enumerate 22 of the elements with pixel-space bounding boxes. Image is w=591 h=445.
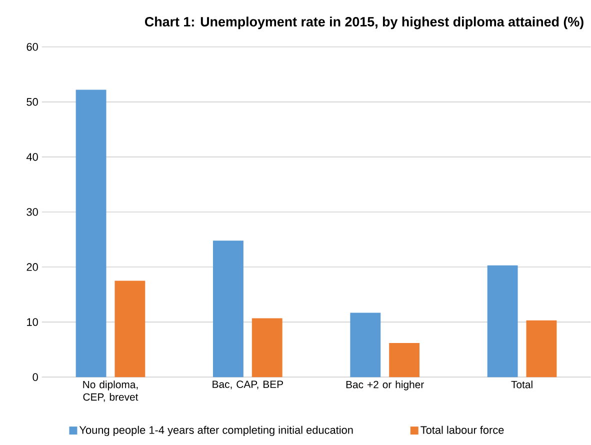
legend-label: Total labour force	[420, 426, 504, 434]
bar	[114, 280, 146, 378]
bar	[350, 312, 381, 378]
y-tick-label: 0	[32, 373, 38, 381]
bar	[252, 318, 282, 378]
bar	[487, 265, 518, 378]
bar	[76, 90, 106, 378]
chart-title: Chart 1: Unemployment rate in 2015, by highest diploma attained (%)	[145, 16, 584, 30]
x-tick-label: Bac +2 or higher	[346, 380, 424, 390]
legend-label: Young people 1-4 years after completing initial education	[79, 426, 353, 436]
y-tick-label: 30	[26, 208, 38, 216]
x-tick-label: Total	[511, 380, 532, 388]
y-tick-label: 40	[26, 153, 38, 161]
x-tick-label: Bac, CAP, BEP	[212, 380, 283, 390]
bar	[213, 240, 244, 378]
x-tick-label: No diploma, CEP, brevet	[83, 380, 138, 402]
bar	[526, 320, 557, 378]
bar	[389, 343, 420, 378]
y-tick-label: 60	[26, 43, 38, 51]
y-tick-label: 20	[26, 263, 38, 271]
y-tick-label: 50	[26, 98, 38, 106]
y-tick-label: 10	[27, 318, 38, 326]
